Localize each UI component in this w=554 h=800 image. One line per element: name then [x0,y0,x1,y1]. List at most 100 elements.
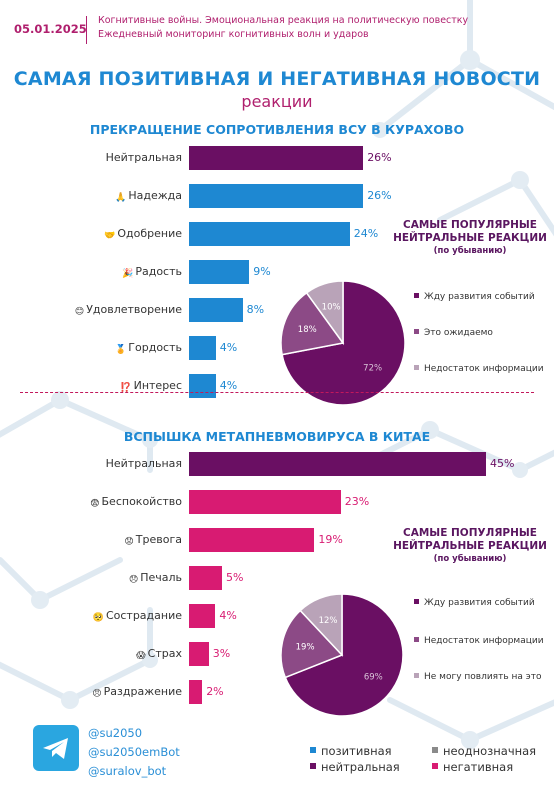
pie-legend-swatch [414,673,419,678]
emoji-icon: 🏅 [115,345,127,355]
legend-positive-swatch [310,747,316,753]
bar-value-label: 24% [353,227,379,240]
handle-link[interactable]: @su2050 [88,726,143,740]
pie-legend-swatch [414,293,419,298]
bar-value-label: 2% [206,685,224,698]
pie-slice-label: 12% [319,616,338,626]
handle-link[interactable]: @suralov_bot [88,764,167,778]
bar-category-text: Надежда [128,189,182,202]
bar-category-label: Нейтральная [7,151,182,164]
handle-link[interactable]: @su2050emBot [88,745,180,759]
emoji-icon: 😞 [128,575,139,585]
bar-category-label: Нейтральная [7,457,182,470]
bar-value-label: 4% [219,341,238,354]
bar-category-label: 😨 Беспокойство [7,495,182,510]
bar-category-text: Печаль [140,571,182,584]
bar-category-label: 😞 Печаль [7,571,182,586]
pie-slice [280,291,345,356]
pie-legend-item: Жду развития событий [414,598,546,609]
report-date: 05.01.2025 [14,22,87,36]
pie-legend-item: Жду развития событий [414,292,546,303]
pie-slice [299,593,343,657]
emoji-icon: 🥺 [92,613,104,623]
pie-legend-label: Жду развития событий [424,292,535,302]
emoji-icon: 😱 [136,651,146,661]
bar-category-text: Удовлетворение [86,303,182,316]
bar-category-label: 🥺 Сострадание [7,609,182,624]
pie-legend-label: Недостаток информации [424,364,544,374]
pie-legend-item: Не могу повлиять на это [414,672,546,683]
pie-chart-2: 69% 19% 12% [280,593,404,717]
header-separator [86,16,87,44]
bar-category-text: Страх [147,647,182,660]
legend-positive-label: позитивная [321,744,392,758]
bar-value-label: 4% [219,609,237,622]
emoji-icon: 😊 [74,307,85,317]
emoji-icon: 🤝 [104,231,116,241]
bar-category-label: 🎉 Радость [7,265,182,280]
pie-slice [284,593,404,717]
pie-legend-item: Недостаток информации [414,636,546,647]
telegram-icon[interactable] [33,725,79,771]
bar [189,374,216,398]
emoji-icon: 🙏 [115,193,127,203]
emoji-icon: 🎉 [122,269,134,279]
pie-legend-swatch [414,637,419,642]
pie-2-subtitle: (по убыванию) [433,554,507,564]
page-title: САМАЯ ПОЗИТИВНАЯ И НЕГАТИВНАЯ НОВОСТИ [13,68,541,90]
section-2-title: ВСПЫШКА МЕТАПНЕВМОВИРУСА В КИТАЕ [123,429,431,444]
pie-slice-label: 69% [364,672,383,682]
bar-category-label: 😟 Тревога [7,533,182,548]
bar-category-text: Одобрение [117,227,182,240]
bar-category-label: 🤝 Одобрение [7,227,182,242]
pie-slice-label: 10% [322,302,341,312]
bar-value-label: 3% [212,647,231,660]
bar-value-label: 9% [253,265,271,278]
legend-ambiguous-swatch [432,747,438,753]
bar [189,336,216,360]
bar-category-label: 🏅 Гордость [7,341,182,356]
bar [189,260,250,284]
bar [189,680,203,704]
legend-neutral-label: нейтральная [321,760,400,774]
pie-legend-label: Не могу повлиять на это [424,672,542,682]
section-1-title: ПРЕКРАЩЕНИЕ СОПРОТИВЛЕНИЯ ВСУ В КУРАХОВО [89,122,465,137]
bar-category-text: Сострадание [105,609,182,622]
bar [189,642,209,666]
bar-category-text: Интерес [133,379,182,392]
bar-category-label: 🙏 Надежда [7,189,182,204]
emoji-icon: 😟 [124,537,134,547]
pie-legend-label: Недостаток информации [424,636,544,646]
bar [189,222,350,246]
bar-category-text: Нейтральная [105,457,182,470]
pie-legend-item: Это ожидаемо [414,328,546,339]
bar [189,604,216,628]
section-divider [20,392,534,393]
bar-category-label: 😊 Удовлетворение [7,303,182,318]
bar-value-label: 5% [226,571,244,584]
emoji-icon: ⁉️ [120,383,132,393]
legend-ambiguous-label: неоднозначная [443,744,537,758]
bar-category-text: Радость [135,265,182,278]
legend-negative: негативная [432,760,513,774]
bar-category-text: Раздражение [103,685,182,698]
bar [189,184,364,208]
pie-legend-swatch [414,329,419,334]
page-subtitle: реакции [241,92,313,111]
bar [189,490,341,514]
bar [189,298,243,322]
bar-value-label: 4% [219,379,238,392]
bar-category-label: 😱 Страх [7,647,182,662]
legend-positive: позитивная [310,744,392,758]
bar [189,452,486,476]
bar-value-label: 23% [344,495,370,508]
telegram-handles: @su2050 @su2050emBot @suralov_bot [88,724,180,781]
bar-value-label: 26% [367,189,392,202]
bar [189,146,364,170]
bar-value-label: 8% [246,303,265,316]
pie-chart-1: 72% 18% 10% [280,280,406,406]
pie-legend-swatch [414,365,419,370]
legend-negative-label: негативная [443,760,514,774]
pie-slice-label: 72% [363,364,382,374]
